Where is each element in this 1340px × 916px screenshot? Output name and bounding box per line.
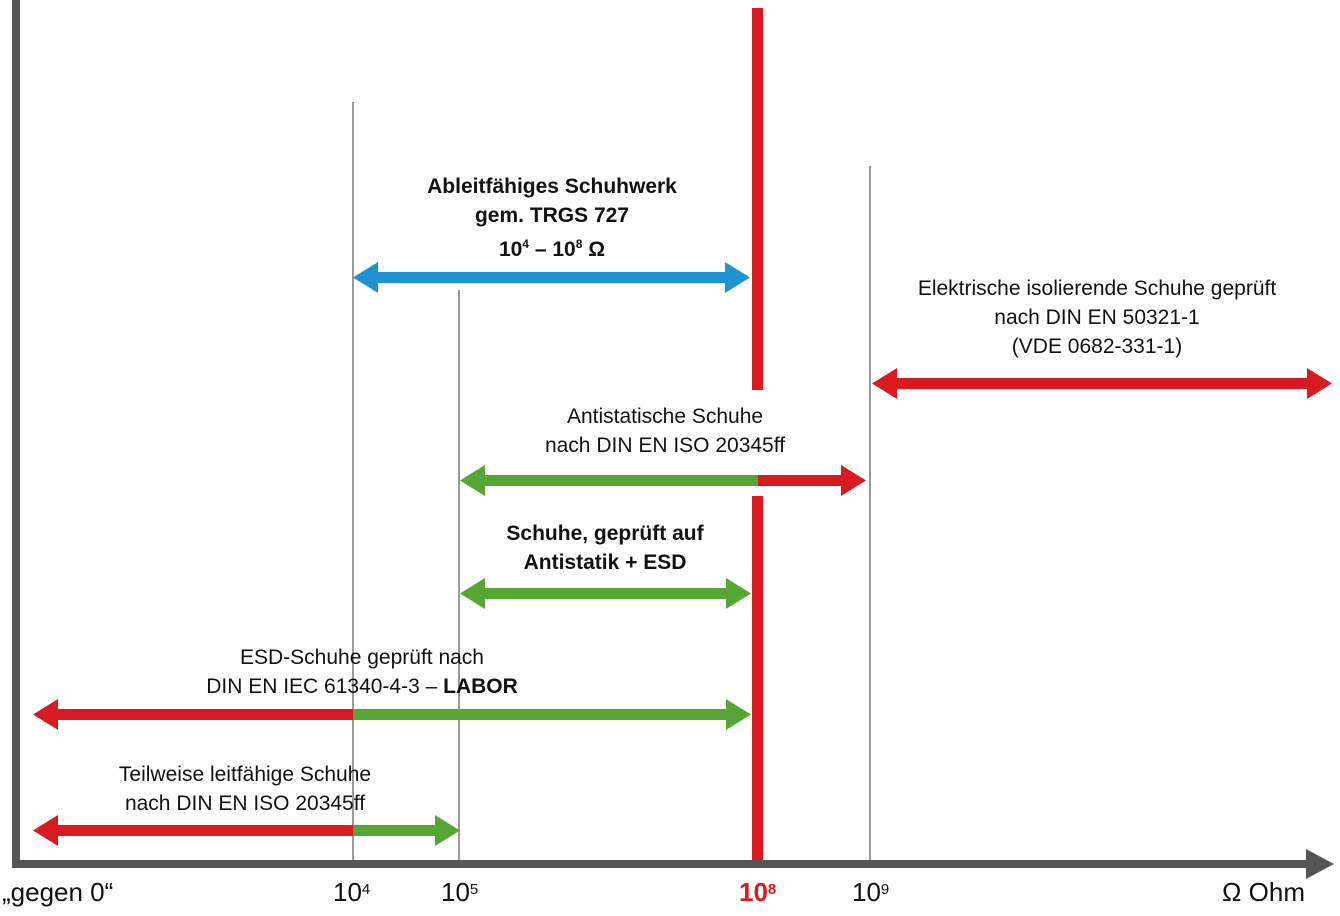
label-esd-labor: ESD-Schuhe geprüft nach DIN EN IEC 61340… <box>172 643 552 701</box>
tick-label-10e8: 108 <box>739 877 777 907</box>
label-ableitfaehig-line2: gem. TRGS 727 <box>474 204 630 227</box>
tick-label-10e4: 104 <box>333 877 371 907</box>
label-isolierend-line3: (VDE 0682-331-1) <box>1011 335 1183 358</box>
label-ableitfaehig-line1: Ableitfähiges Schuhwerk <box>427 175 677 198</box>
x-axis-arrowhead <box>1306 849 1334 879</box>
tick-label-zero: „gegen 0“ <box>2 877 114 907</box>
label-esd-labor-line2: DIN EN IEC 61340-4-3 – LABOR <box>206 675 518 698</box>
arrow-antistatisch <box>460 465 866 496</box>
y-axis <box>12 0 20 868</box>
label-teilweise-line2: nach DIN EN ISO 20345ff <box>124 792 366 815</box>
label-teilweise-line1: Teilweise leitfähige Schuhe <box>118 763 372 786</box>
label-antistatisch-line2: nach DIN EN ISO 20345ff <box>544 434 786 457</box>
arrow-isolierend <box>872 368 1332 399</box>
threshold-line-upper <box>752 8 763 390</box>
label-teilweise: Teilweise leitfähige Schuhe nach DIN EN … <box>90 760 400 818</box>
label-isolierend-line1: Elektrische isolierende Schuhe geprüft <box>917 277 1277 300</box>
label-antistatik-esd-line1: Schuhe, geprüft auf <box>506 522 704 545</box>
arrow-antistatik-esd <box>460 578 751 609</box>
threshold-line-lower <box>752 496 763 860</box>
label-ableitfaehig-line3: 104 – 108 Ω <box>498 237 606 261</box>
label-antistatik-esd-line2: Antistatik + ESD <box>523 551 687 574</box>
label-antistatisch-line1: Antistatische Schuhe <box>566 405 764 428</box>
label-esd-labor-line1: ESD-Schuhe geprüft nach <box>240 646 484 669</box>
label-antistatisch: Antistatische Schuhe nach DIN EN ISO 203… <box>510 402 820 460</box>
arrow-teilweise <box>33 815 460 846</box>
tick-label-unit: Ω Ohm <box>1222 877 1306 907</box>
label-antistatik-esd: Schuhe, geprüft auf Antistatik + ESD <box>460 519 750 577</box>
label-isolierend-line2: nach DIN EN 50321-1 <box>994 306 1200 329</box>
arrow-esd-labor <box>33 699 751 730</box>
label-isolierend: Elektrische isolierende Schuhe geprüft n… <box>872 274 1322 361</box>
tick-label-10e5: 105 <box>441 877 479 907</box>
arrow-ableitfaehig <box>353 262 750 293</box>
x-axis <box>12 860 1308 868</box>
tick-label-10e9: 109 <box>852 877 890 907</box>
label-ableitfaehig: Ableitfähiges Schuhwerk gem. TRGS 727 10… <box>382 172 722 264</box>
